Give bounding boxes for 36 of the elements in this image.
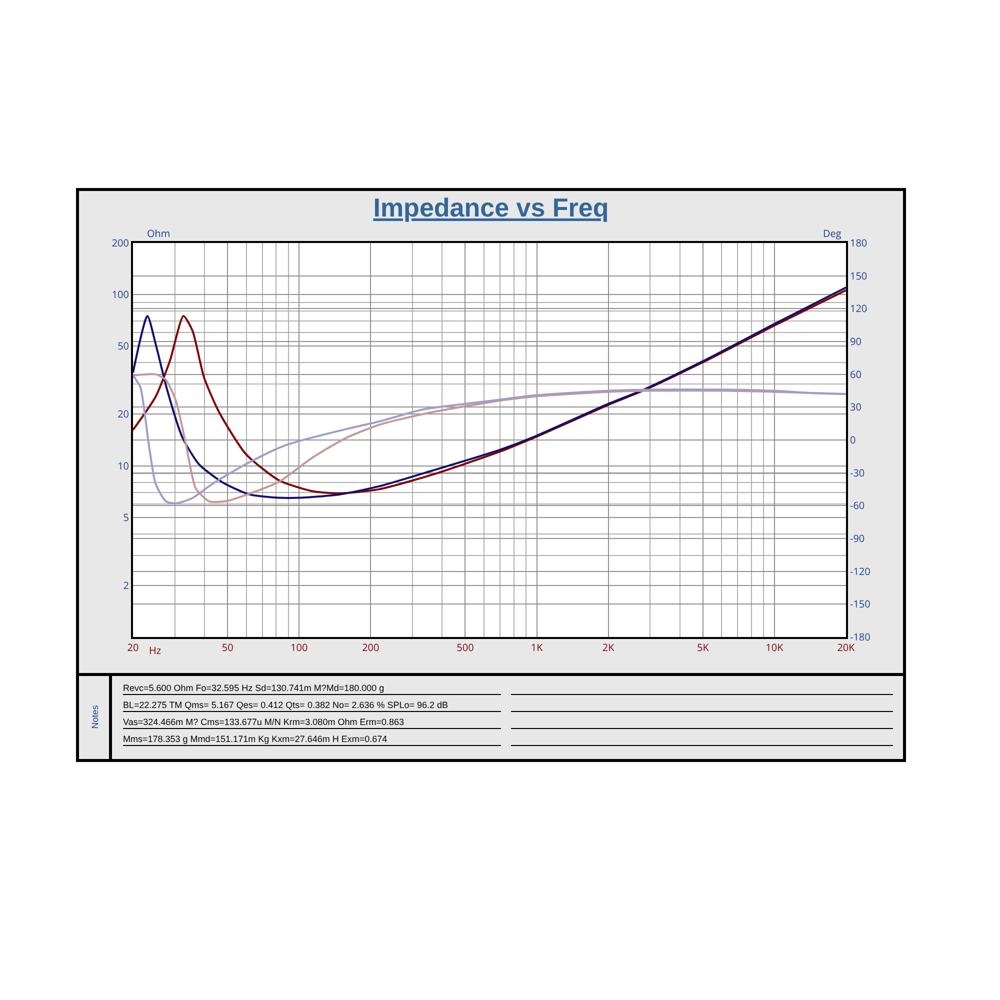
y2-tick-label: -120 [850, 564, 871, 578]
x-tick-label: 2K [602, 640, 616, 654]
x-axis-title: Hz [149, 643, 162, 657]
y-tick-label: 100 [112, 287, 130, 302]
y-axis-title: Ohm [147, 226, 170, 240]
y2-tick-label: 0 [850, 432, 856, 446]
x-tick-label: 500 [456, 640, 474, 654]
x-tick-label: 50 [222, 640, 234, 654]
x-tick-label: 5K [696, 640, 710, 654]
y2-tick-label: -150 [850, 596, 871, 611]
text: Vas=324.466m M? Cms=133.677u M/N Krm=3.080m Ohm Erm=0.863 [123, 716, 501, 729]
y-tick-label: 2 [123, 578, 130, 592]
x-tick-label: 10K [766, 640, 784, 654]
y2-tick-label: 30 [850, 400, 862, 414]
x-tick-label: 200 [362, 640, 380, 654]
y-tick-label: 10 [118, 458, 130, 472]
y2-tick-label: -60 [850, 498, 865, 512]
y2-tick-label: -90 [850, 531, 865, 545]
text: Revc=5.600 Ohm Fo=32.595 Hz Sd=130.741m M?Md=180.000 g [123, 682, 501, 695]
y2-tick-label: 60 [850, 366, 862, 381]
chart-title: Impedance vs Freq [373, 192, 609, 222]
y-tick-label: 200 [112, 236, 130, 250]
y-tick-label: 5 [123, 510, 130, 524]
y-tick-label: 50 [118, 338, 130, 353]
text: Notes [90, 704, 100, 731]
x-tick-label: 1K [530, 640, 544, 654]
x-tick-label: 100 [290, 640, 308, 654]
text: BL=22.275 TM Qms= 5.167 Qes= 0.412 Qts= 0.382 No= 2.636 % SPLo= 96.2 dB [123, 699, 501, 712]
y2-tick-label: 90 [850, 334, 862, 348]
y-tick-label: 20 [118, 406, 130, 421]
y2-tick-label: 180 [850, 236, 868, 250]
y2-tick-label: 120 [850, 301, 868, 316]
y2-tick-label: 150 [850, 268, 868, 282]
text: Mms=178.353 g Mmd=151.171m Kg Kxm=27.646m H Exm=0.674 [123, 733, 501, 746]
y2-tick-label: -30 [850, 465, 865, 480]
y2-axis-title: Deg [823, 226, 842, 240]
